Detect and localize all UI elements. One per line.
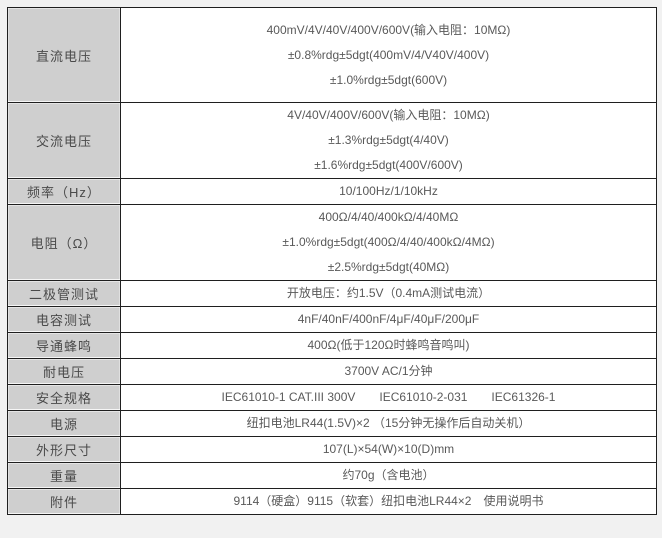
table-row-continuity-buzzer: 导通蜂鸣 400Ω(低于120Ω时蜂鸣音鸣叫) [7, 332, 657, 359]
table-row-dc-voltage: 直流电压 400mV/4V/40V/400V/600V(输入电阻：10MΩ) ±… [7, 7, 657, 103]
row-value: 107(L)×54(W)×10(D)mm [120, 436, 657, 463]
value-line: ±1.3%rdg±5dgt(4/40V) [328, 133, 449, 147]
value-line: ±2.5%rdg±5dgt(40MΩ) [327, 260, 450, 274]
row-label: 电容测试 [7, 306, 121, 333]
row-value: 400Ω/4/40/400kΩ/4/40MΩ ±1.0%rdg±5dgt(400… [120, 204, 657, 281]
value-line: 9114（硬盒）9115（软套）纽扣电池LR44×2 使用说明书 [233, 494, 544, 508]
value-line: 4nF/40nF/400nF/4μF/40μF/200μF [297, 312, 480, 326]
table-row-withstand-voltage: 耐电压 3700V AC/1分钟 [7, 358, 657, 385]
value-line: ±1.0%rdg±5dgt(400Ω/4/40/400kΩ/4MΩ) [282, 235, 495, 249]
row-value: 400Ω(低于120Ω时蜂鸣音鸣叫) [120, 332, 657, 359]
row-label: 耐电压 [7, 358, 121, 385]
row-value: 400mV/4V/40V/400V/600V(输入电阻：10MΩ) ±0.8%r… [120, 7, 657, 103]
value-line: ±1.0%rdg±5dgt(600V) [329, 72, 448, 87]
value-line: 400Ω(低于120Ω时蜂鸣音鸣叫) [307, 338, 470, 352]
table-row-accessories: 附件 9114（硬盒）9115（软套）纽扣电池LR44×2 使用说明书 [7, 488, 657, 515]
row-label: 安全规格 [7, 384, 121, 411]
row-label: 交流电压 [7, 102, 121, 179]
table-row-resistance: 电阻（Ω） 400Ω/4/40/400kΩ/4/40MΩ ±1.0%rdg±5d… [7, 204, 657, 281]
table-row-capacitance-test: 电容测试 4nF/40nF/400nF/4μF/40μF/200μF [7, 306, 657, 333]
row-label: 直流电压 [7, 7, 121, 103]
row-label: 附件 [7, 488, 121, 515]
row-value: 10/100Hz/1/10kHz [120, 178, 657, 205]
table-row-frequency: 频率（Hz） 10/100Hz/1/10kHz [7, 178, 657, 205]
row-label: 重量 [7, 462, 121, 489]
table-row-dimensions: 外形尺寸 107(L)×54(W)×10(D)mm [7, 436, 657, 463]
value-line: IEC61010-1 CAT.III 300V IEC61010-2-031 I… [221, 390, 556, 404]
row-value: 4nF/40nF/400nF/4μF/40μF/200μF [120, 306, 657, 333]
row-label: 二极管测试 [7, 280, 121, 307]
row-label: 电阻（Ω） [7, 204, 121, 281]
value-line: 4V/40V/400V/600V(输入电阻：10MΩ) [287, 108, 490, 122]
value-line: 3700V AC/1分钟 [344, 364, 433, 378]
value-line: ±0.8%rdg±5dgt(400mV/4/V40V/400V) [287, 47, 490, 62]
row-label: 电源 [7, 410, 121, 437]
value-line: ±1.6%rdg±5dgt(400V/600V) [314, 158, 463, 172]
value-line: 约70g（含电池） [342, 468, 435, 482]
value-line: 107(L)×54(W)×10(D)mm [322, 442, 455, 456]
table-row-safety-standards: 安全规格 IEC61010-1 CAT.III 300V IEC61010-2-… [7, 384, 657, 411]
table-row-diode-test: 二极管测试 开放电压：约1.5V（0.4mA测试电流） [7, 280, 657, 307]
row-value: 4V/40V/400V/600V(输入电阻：10MΩ) ±1.3%rdg±5dg… [120, 102, 657, 179]
row-label: 导通蜂鸣 [7, 332, 121, 359]
row-value: 纽扣电池LR44(1.5V)×2 （15分钟无操作后自动关机） [120, 410, 657, 437]
table-row-power-supply: 电源 纽扣电池LR44(1.5V)×2 （15分钟无操作后自动关机） [7, 410, 657, 437]
value-line: 400mV/4V/40V/400V/600V(输入电阻：10MΩ) [266, 22, 511, 37]
row-value: 9114（硬盒）9115（软套）纽扣电池LR44×2 使用说明书 [120, 488, 657, 515]
row-value: IEC61010-1 CAT.III 300V IEC61010-2-031 I… [120, 384, 657, 411]
row-value: 3700V AC/1分钟 [120, 358, 657, 385]
table-row-weight: 重量 约70g（含电池） [7, 462, 657, 489]
table-row-ac-voltage: 交流电压 4V/40V/400V/600V(输入电阻：10MΩ) ±1.3%rd… [7, 102, 657, 179]
row-value: 约70g（含电池） [120, 462, 657, 489]
value-line: 10/100Hz/1/10kHz [339, 184, 438, 198]
row-value: 开放电压：约1.5V（0.4mA测试电流） [120, 280, 657, 307]
value-line: 400Ω/4/40/400kΩ/4/40MΩ [318, 210, 459, 224]
value-line: 开放电压：约1.5V（0.4mA测试电流） [286, 286, 491, 300]
row-label: 外形尺寸 [7, 436, 121, 463]
spec-table: 直流电压 400mV/4V/40V/400V/600V(输入电阻：10MΩ) ±… [7, 7, 657, 515]
value-line: 纽扣电池LR44(1.5V)×2 （15分钟无操作后自动关机） [246, 416, 531, 430]
row-label: 频率（Hz） [7, 178, 121, 205]
